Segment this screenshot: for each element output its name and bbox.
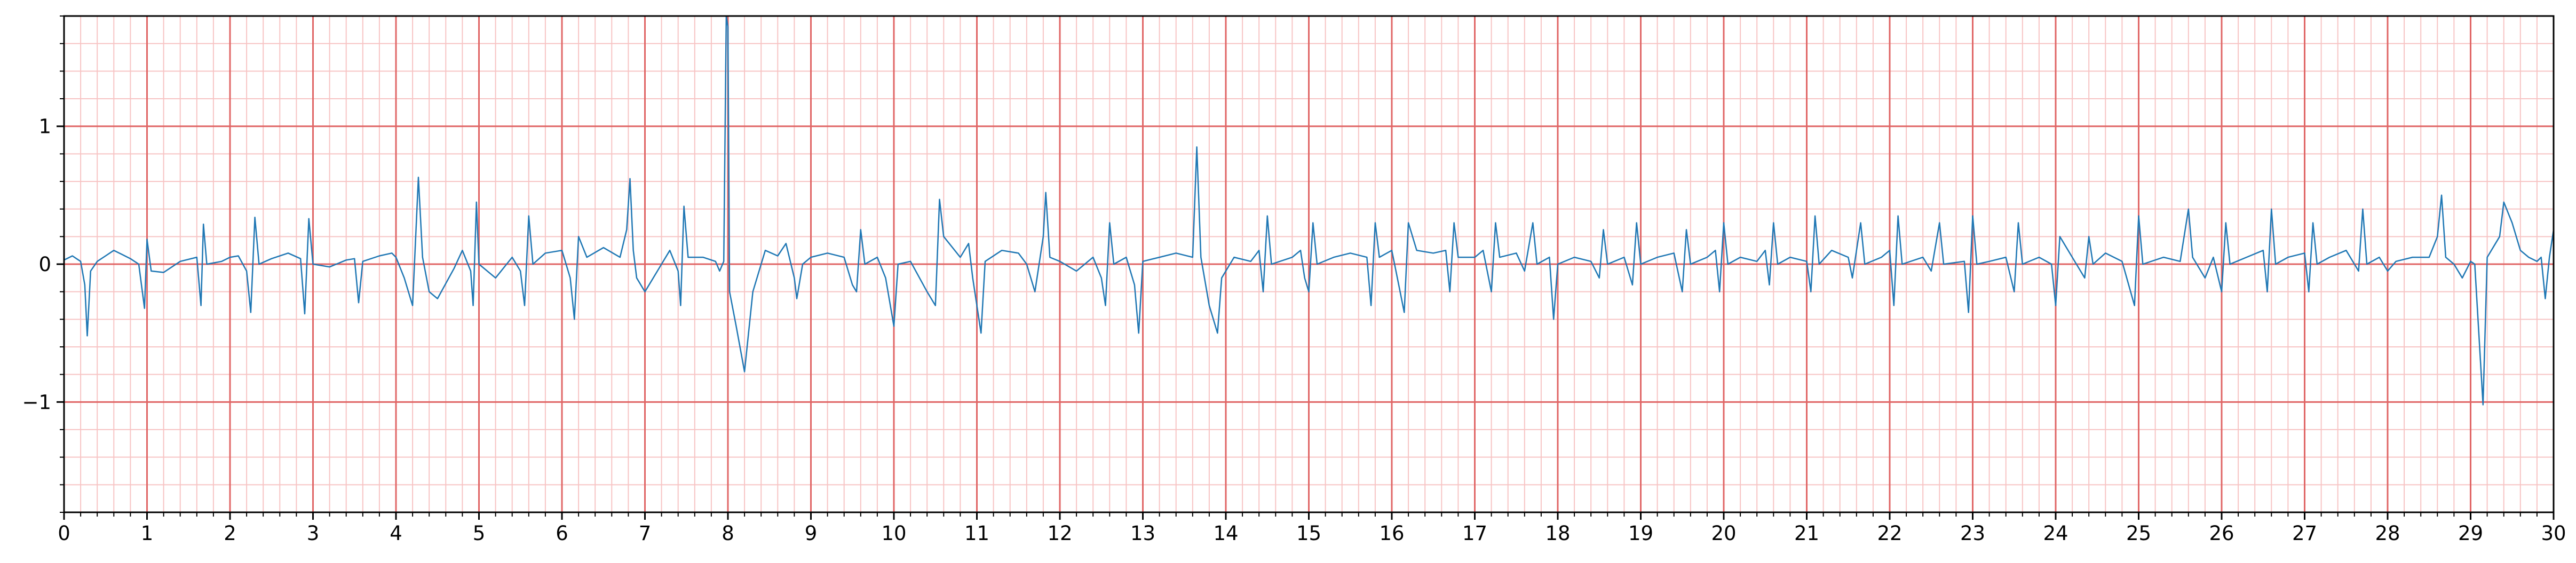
x-tick-label: 20 bbox=[1711, 522, 1736, 545]
x-tick-label: 11 bbox=[964, 522, 989, 545]
x-tick-label: 2 bbox=[224, 522, 236, 545]
x-tick-label: 4 bbox=[390, 522, 402, 545]
x-tick-label: 3 bbox=[307, 522, 320, 545]
x-tick-label: 14 bbox=[1213, 522, 1238, 545]
y-tick-label: 1 bbox=[38, 115, 51, 138]
tick-labels-layer: 0 1 2 3 4 5 6 7 8 9 10 11 12 13 14 15 16 17 18 19 20 21 22 23 24… bbox=[22, 115, 2566, 545]
x-tick-label: 7 bbox=[639, 522, 652, 545]
ticks-layer bbox=[57, 15, 2555, 520]
x-tick-label: 6 bbox=[556, 522, 568, 545]
ecg-trace-line bbox=[64, 15, 2555, 406]
x-tick-label: 13 bbox=[1130, 522, 1155, 545]
x-tick-label: 1 bbox=[141, 522, 154, 545]
x-tick-label: 24 bbox=[2043, 522, 2068, 545]
x-tick-label: 0 bbox=[58, 522, 70, 545]
x-tick-label: 17 bbox=[1462, 522, 1487, 545]
x-tick-label: 15 bbox=[1296, 522, 1321, 545]
x-tick-label: 5 bbox=[473, 522, 486, 545]
x-tick-label: 12 bbox=[1047, 522, 1072, 545]
x-tick-label: 30 bbox=[2541, 522, 2566, 545]
x-tick-label: 19 bbox=[1628, 522, 1653, 545]
x-tick-label: 9 bbox=[805, 522, 818, 545]
series-layer bbox=[64, 15, 2555, 406]
x-tick-label: 18 bbox=[1545, 522, 1570, 545]
x-tick-label: 25 bbox=[2126, 522, 2151, 545]
x-tick-label: 23 bbox=[1960, 522, 1985, 545]
x-tick-label: 22 bbox=[1877, 522, 1902, 545]
y-tick-label: −1 bbox=[22, 391, 51, 414]
x-tick-label: 29 bbox=[2458, 522, 2483, 545]
x-tick-label: 21 bbox=[1794, 522, 1819, 545]
x-tick-label: 8 bbox=[722, 522, 734, 545]
x-tick-label: 16 bbox=[1379, 522, 1404, 545]
y-tick-label: 0 bbox=[38, 253, 51, 276]
x-tick-label: 10 bbox=[881, 522, 906, 545]
x-tick-label: 26 bbox=[2209, 522, 2234, 545]
x-tick-label: 28 bbox=[2375, 522, 2400, 545]
x-tick-label: 27 bbox=[2292, 522, 2317, 545]
